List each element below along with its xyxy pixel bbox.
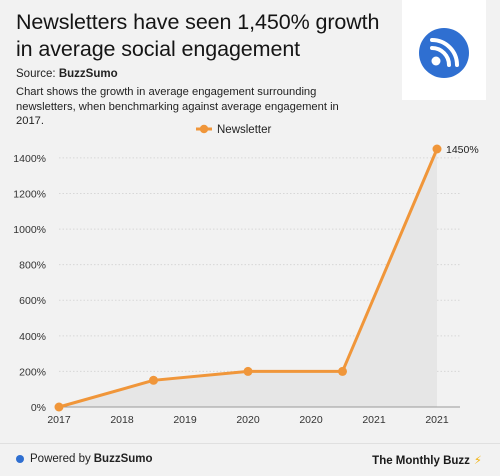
data-point	[54, 402, 64, 412]
x-tick-label: 2021	[362, 414, 386, 425]
x-tick-label: 2019	[173, 414, 197, 425]
footer: Powered by BuzzSumo The Monthly Buzz ⚡	[0, 443, 500, 476]
legend-label: Newsletter	[217, 124, 271, 136]
brand-text: The Monthly Buzz	[372, 455, 470, 467]
x-tick-label: 2020	[299, 414, 323, 425]
chart-description: Chart shows the growth in average engage…	[16, 86, 339, 127]
source-label: Source:	[16, 68, 56, 80]
y-tick-label: 400%	[19, 331, 46, 343]
y-tick-label: 600%	[19, 295, 46, 307]
y-tick-label: 0%	[31, 402, 46, 414]
chart-title: Newsletters have seen 1,450% growth in a…	[16, 10, 380, 61]
y-axis: 0% 200% 400% 600% 800% 1000% 1200% 1400%	[13, 153, 46, 414]
y-tick-label: 1400%	[13, 153, 46, 165]
legend-marker	[199, 124, 209, 134]
chart-legend: Newsletter	[196, 124, 271, 136]
powered-by: Powered by BuzzSumo	[16, 453, 153, 465]
y-tick-label: 800%	[19, 260, 46, 272]
y-tick-label: 200%	[19, 366, 46, 378]
line-chart: Newsletter 0% 200% 400% 600% 800% 1000% 1200% 1…	[13, 124, 479, 425]
data-point	[243, 366, 253, 376]
data-label: 1450%	[446, 144, 479, 156]
y-tick-label: 1200%	[13, 188, 46, 200]
source-name: BuzzSumo	[58, 68, 118, 80]
data-point	[338, 366, 347, 376]
data-point	[432, 144, 442, 154]
y-tick-label: 1000%	[13, 224, 46, 236]
newsletter-rss-icon	[419, 28, 469, 78]
brand-name: The Monthly Buzz ⚡	[372, 453, 482, 467]
x-tick-label: 2017	[47, 414, 71, 425]
chart-series: 1450%	[54, 144, 479, 412]
logo-panel	[402, 0, 486, 100]
powered-label: Powered by	[30, 453, 91, 465]
x-axis: 2017 2018 2019 2020 2020 2021 2021	[47, 414, 449, 425]
x-tick-label: 2021	[425, 414, 449, 425]
buzzsumo-dot-icon	[16, 455, 24, 463]
x-tick-label: 2018	[110, 414, 134, 425]
data-point	[149, 375, 158, 385]
x-tick-label: 2020	[236, 414, 260, 425]
series-area	[59, 149, 437, 407]
lightning-bolt-icon: ⚡	[473, 455, 482, 467]
chart-area	[59, 149, 460, 408]
powered-brand: BuzzSumo	[93, 453, 153, 465]
source-line: Source: BuzzSumo	[16, 68, 118, 80]
